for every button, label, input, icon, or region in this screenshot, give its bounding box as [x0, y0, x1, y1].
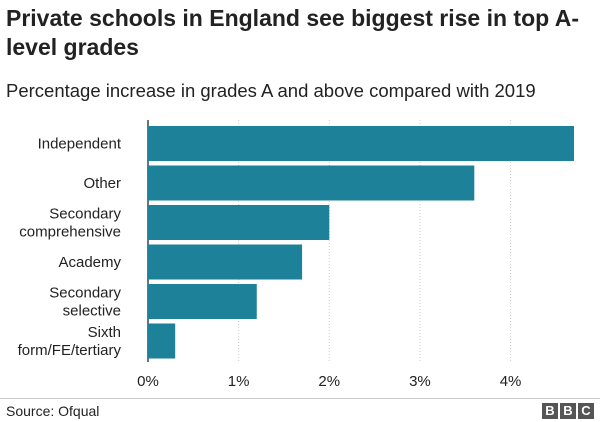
bbc-logo-letter-b1: B — [542, 403, 558, 419]
category-label: Sixth form/FE/tertiary — [18, 324, 122, 359]
bars — [148, 126, 574, 359]
chart-title: Private schools in England see biggest r… — [6, 5, 579, 60]
category-label: Academy — [58, 254, 121, 271]
x-tick-labels: 0% 1% 2% 3% 4% — [137, 373, 521, 390]
category-label: Independent — [38, 136, 122, 153]
bar — [148, 205, 330, 240]
bar-chart: Independent Other Secondary comprehensive Ac… — [18, 120, 574, 390]
bbc-logo: B B C — [542, 403, 594, 419]
x-tick-label: 1% — [228, 373, 250, 390]
bbc-logo-letter-c: C — [578, 403, 594, 419]
chart-subtitle: Percentage increase in grades A and abov… — [6, 80, 536, 101]
bar — [148, 126, 574, 161]
footer-divider — [0, 398, 600, 399]
x-tick-label: 0% — [137, 373, 159, 390]
x-tick-label: 4% — [500, 373, 522, 390]
bar — [148, 165, 475, 201]
source-note: Source: Ofqual — [6, 403, 100, 419]
x-tick-label: 3% — [409, 373, 431, 390]
bar — [148, 323, 176, 359]
category-labels: Independent Other Secondary comprehensive Ac… — [18, 136, 122, 360]
category-label: Other — [83, 175, 121, 192]
category-label: Secondary comprehensive — [19, 206, 121, 241]
bar — [148, 244, 303, 280]
bar — [148, 284, 257, 319]
bbc-logo-letter-b2: B — [560, 403, 576, 419]
category-label: Secondary selective — [49, 285, 121, 320]
x-tick-label: 2% — [318, 373, 340, 390]
